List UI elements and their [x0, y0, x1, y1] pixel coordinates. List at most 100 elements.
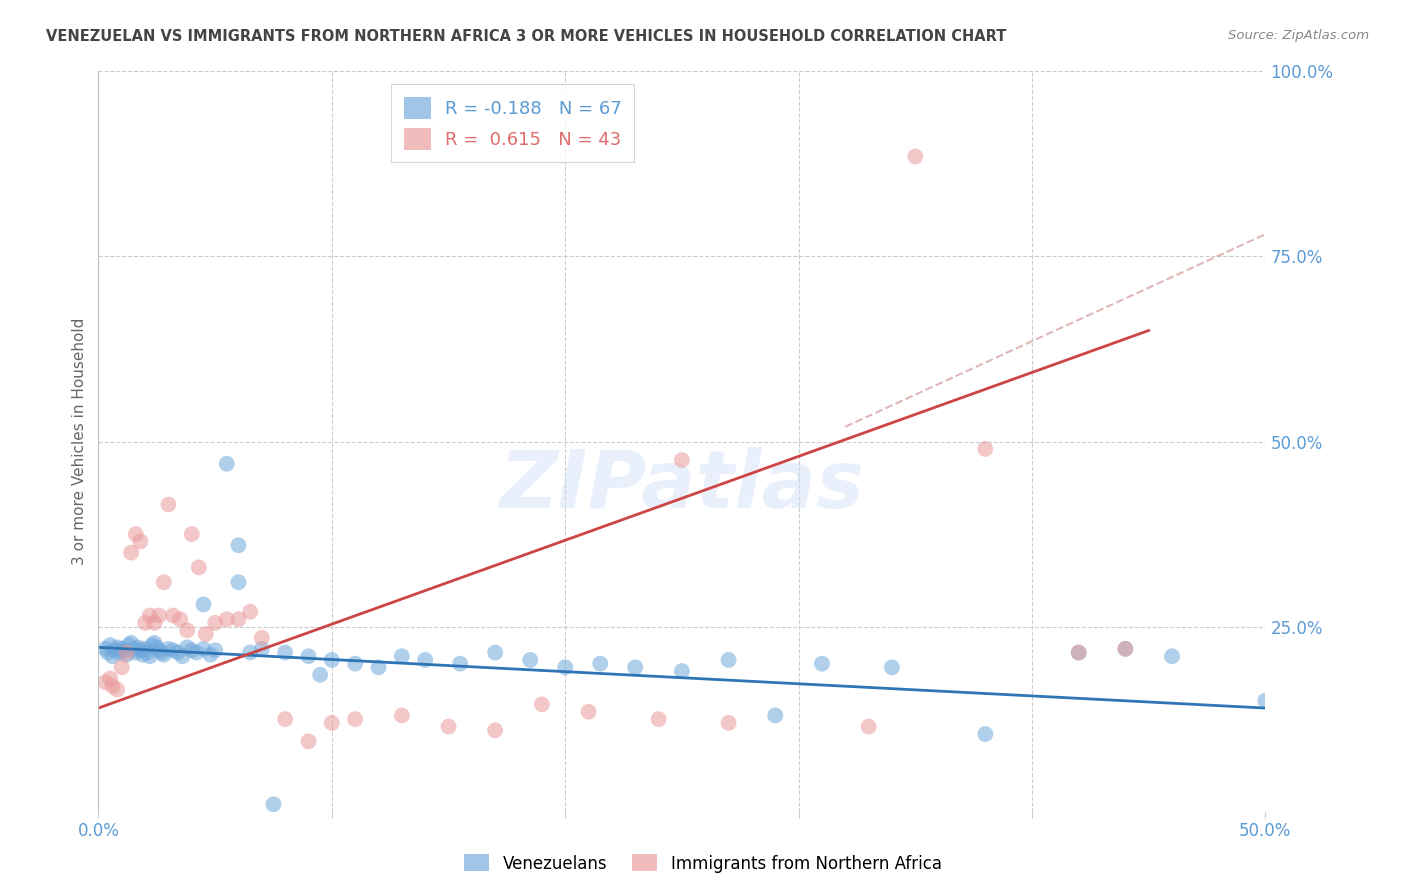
- Point: [134, 641, 156, 656]
- Point: [321, 715, 343, 730]
- Point: [1254, 694, 1277, 708]
- Point: [974, 727, 997, 741]
- Point: [228, 575, 250, 590]
- Point: [97, 646, 120, 660]
- Text: ZIPatlas: ZIPatlas: [499, 447, 865, 525]
- Point: [391, 708, 413, 723]
- Point: [111, 660, 134, 674]
- Point: [125, 646, 148, 660]
- Point: [717, 653, 740, 667]
- Point: [297, 734, 319, 748]
- Point: [671, 664, 693, 678]
- Point: [94, 641, 117, 656]
- Point: [763, 708, 786, 723]
- Text: Source: ZipAtlas.com: Source: ZipAtlas.com: [1229, 29, 1369, 42]
- Point: [321, 653, 343, 667]
- Point: [367, 660, 389, 674]
- Point: [974, 442, 997, 456]
- Y-axis label: 3 or more Vehicles in Household: 3 or more Vehicles in Household: [72, 318, 87, 566]
- Point: [484, 646, 506, 660]
- Point: [274, 712, 297, 726]
- Point: [120, 546, 142, 560]
- Point: [143, 615, 166, 630]
- Point: [530, 698, 553, 712]
- Legend: Venezuelans, Immigrants from Northern Africa: Venezuelans, Immigrants from Northern Af…: [458, 847, 948, 880]
- Point: [624, 660, 647, 674]
- Point: [193, 641, 215, 656]
- Point: [134, 615, 156, 630]
- Point: [1114, 641, 1136, 656]
- Point: [105, 682, 128, 697]
- Point: [148, 643, 170, 657]
- Point: [309, 667, 332, 681]
- Point: [519, 653, 541, 667]
- Point: [152, 575, 174, 590]
- Point: [215, 612, 238, 626]
- Point: [391, 649, 413, 664]
- Point: [880, 660, 903, 674]
- Point: [166, 646, 188, 660]
- Point: [139, 608, 162, 623]
- Point: [1161, 649, 1184, 664]
- Point: [228, 538, 250, 552]
- Point: [101, 679, 124, 693]
- Point: [150, 646, 173, 660]
- Point: [136, 646, 159, 660]
- Point: [262, 797, 284, 812]
- Point: [858, 720, 880, 734]
- Point: [187, 560, 209, 574]
- Legend: R = -0.188   N = 67, R =  0.615   N = 43: R = -0.188 N = 67, R = 0.615 N = 43: [391, 84, 634, 162]
- Point: [180, 643, 202, 657]
- Point: [98, 638, 121, 652]
- Point: [120, 636, 142, 650]
- Point: [104, 643, 127, 657]
- Point: [344, 712, 367, 726]
- Point: [127, 640, 149, 655]
- Point: [274, 646, 297, 660]
- Point: [250, 641, 273, 656]
- Point: [157, 498, 180, 512]
- Point: [437, 720, 460, 734]
- Point: [204, 643, 226, 657]
- Point: [200, 648, 222, 662]
- Point: [449, 657, 471, 671]
- Point: [108, 646, 131, 660]
- Point: [717, 715, 740, 730]
- Point: [1067, 646, 1090, 660]
- Point: [484, 723, 506, 738]
- Point: [111, 641, 134, 656]
- Point: [118, 638, 141, 652]
- Point: [152, 648, 174, 662]
- Point: [180, 527, 202, 541]
- Point: [228, 612, 250, 626]
- Point: [129, 534, 152, 549]
- Text: VENEZUELAN VS IMMIGRANTS FROM NORTHERN AFRICA 3 OR MORE VEHICLES IN HOUSEHOLD CO: VENEZUELAN VS IMMIGRANTS FROM NORTHERN A…: [46, 29, 1007, 44]
- Point: [176, 624, 198, 638]
- Point: [811, 657, 834, 671]
- Point: [141, 638, 163, 652]
- Point: [115, 648, 138, 662]
- Point: [94, 675, 117, 690]
- Point: [176, 640, 198, 655]
- Point: [157, 641, 180, 656]
- Point: [98, 672, 121, 686]
- Point: [239, 646, 262, 660]
- Point: [186, 646, 208, 660]
- Point: [101, 649, 124, 664]
- Point: [1114, 641, 1136, 656]
- Point: [172, 649, 194, 664]
- Point: [589, 657, 612, 671]
- Point: [105, 640, 128, 655]
- Point: [115, 646, 138, 660]
- Point: [169, 612, 191, 626]
- Point: [162, 643, 184, 657]
- Point: [112, 643, 135, 657]
- Point: [344, 657, 367, 671]
- Point: [204, 615, 226, 630]
- Point: [125, 527, 148, 541]
- Point: [647, 712, 669, 726]
- Point: [671, 453, 693, 467]
- Point: [413, 653, 436, 667]
- Point: [578, 705, 600, 719]
- Point: [146, 640, 169, 655]
